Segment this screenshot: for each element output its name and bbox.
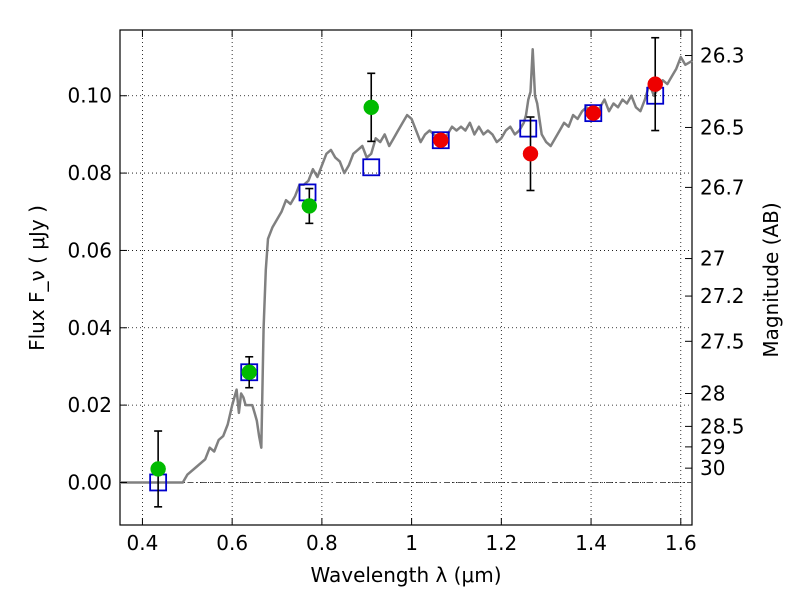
y-axis-ticks: 0.00 0.02 0.04 0.06 0.08 0.10 <box>67 84 127 494</box>
right-tick-label: 26.7 <box>700 175 745 199</box>
model-spectrum-line <box>120 48 693 484</box>
right-tick-label: 27.5 <box>700 329 745 353</box>
x-tick-label: 1.4 <box>575 531 607 555</box>
model-photometry-square <box>298 183 317 202</box>
right-tick-label: 29 <box>700 435 725 459</box>
y-tick-label: 0.08 <box>67 161 112 185</box>
right-tick-label: 30 <box>700 456 725 480</box>
model-photometry-square <box>362 158 381 177</box>
x-tick-label: 1.2 <box>485 531 517 555</box>
right-tick-label: 28 <box>700 382 725 406</box>
observed-point-red <box>647 76 663 92</box>
observed-point-red <box>585 105 602 121</box>
right-tick-label: 27.2 <box>700 284 745 308</box>
y-tick-label: 0.00 <box>67 470 112 494</box>
x-tick-label: 0.8 <box>306 531 338 555</box>
y-tick-label: 0.06 <box>67 238 112 262</box>
right-tick-label: 28.5 <box>700 414 745 438</box>
y-axis-label: Flux F_ν ( μJy ) <box>25 205 49 351</box>
observed-point-green <box>150 461 166 477</box>
x-axis-label: Wavelength λ (μm) <box>310 563 501 587</box>
observed-point-green <box>301 198 318 214</box>
model-photometry-square <box>584 104 603 123</box>
y-tick-label: 0.10 <box>67 84 112 108</box>
x-axis-ticks: 0.4 0.6 0.8 1 1.2 1.4 1.6 <box>127 30 697 555</box>
plot-frame <box>119 29 693 526</box>
x-tick-label: 1.6 <box>665 531 697 555</box>
observed-point-red <box>522 146 539 162</box>
observed-point-red <box>433 132 449 148</box>
observed-point-green <box>363 99 379 116</box>
model-photometry-square <box>519 119 538 138</box>
model-photometry-square <box>431 131 450 150</box>
observed-point-green <box>241 364 257 380</box>
y-tick-label: 0.04 <box>67 316 112 340</box>
x-tick-label: 0.6 <box>216 531 248 555</box>
x-tick-label: 1 <box>405 531 418 555</box>
y-tick-label: 0.02 <box>67 393 112 417</box>
right-tick-label: 27 <box>700 247 725 271</box>
markers-group <box>149 36 665 508</box>
right-tick-label: 26.5 <box>700 115 745 139</box>
spectrum-group <box>120 48 693 484</box>
x-tick-label: 0.4 <box>127 531 159 555</box>
right-axis-label: Magnitude (AB) <box>759 202 783 357</box>
right-tick-label: 26.3 <box>700 44 745 68</box>
